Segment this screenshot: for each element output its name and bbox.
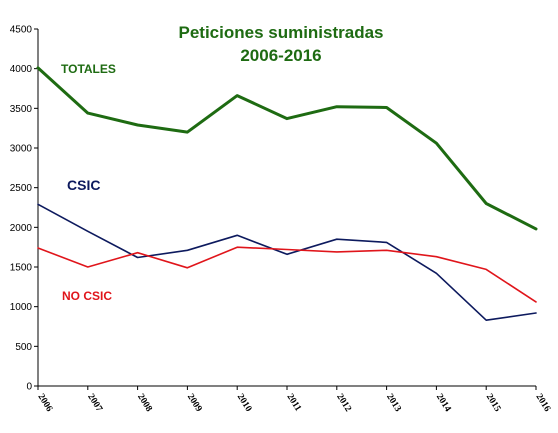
x-tick-label: 2013 <box>384 392 403 414</box>
y-tick-label: 2500 <box>10 183 33 194</box>
x-tick-label: 2009 <box>185 392 204 414</box>
series-line-csic <box>37 203 537 322</box>
y-tick-label: 500 <box>15 342 32 353</box>
series-label-no-csic: NO CSIC <box>62 289 112 303</box>
chart-title: Peticiones suministradas <box>178 23 383 42</box>
x-tick-label: 2012 <box>334 392 353 414</box>
y-axis: 0 500 1000 1500 2000 2500 3000 3500 4000 4500 <box>10 25 39 393</box>
x-tick-label: 2006 <box>35 392 54 414</box>
y-tick-label: 4500 <box>10 25 33 36</box>
series-label-csic: CSIC <box>67 177 100 193</box>
series-label-totales: TOTALES <box>61 62 116 76</box>
y-tick-label: 1500 <box>10 263 33 274</box>
y-tick-label: 3500 <box>10 104 33 115</box>
x-tick-label: 2007 <box>85 392 104 414</box>
y-tick-label: 2000 <box>10 223 33 234</box>
series-line-no-csic <box>37 246 537 303</box>
x-tick-label: 2016 <box>533 392 552 414</box>
x-tick-label: 2014 <box>434 392 453 414</box>
x-tick-label: 2011 <box>284 392 302 413</box>
y-tick-label: 3000 <box>10 144 33 155</box>
y-tick-label: 4000 <box>10 64 33 75</box>
x-axis: 2006 2007 2008 2009 2010 2011 2012 2013 2014 2015… <box>35 385 552 414</box>
chart-subtitle: 2006-2016 <box>240 46 321 65</box>
y-tick-label: 0 <box>26 382 32 393</box>
x-tick-label: 2015 <box>484 392 503 414</box>
x-tick-label: 2010 <box>235 392 254 414</box>
series-layer <box>36 66 538 322</box>
y-tick-label: 1000 <box>10 302 33 313</box>
x-tick-label: 2008 <box>135 392 154 414</box>
series-line-totales <box>36 66 538 231</box>
